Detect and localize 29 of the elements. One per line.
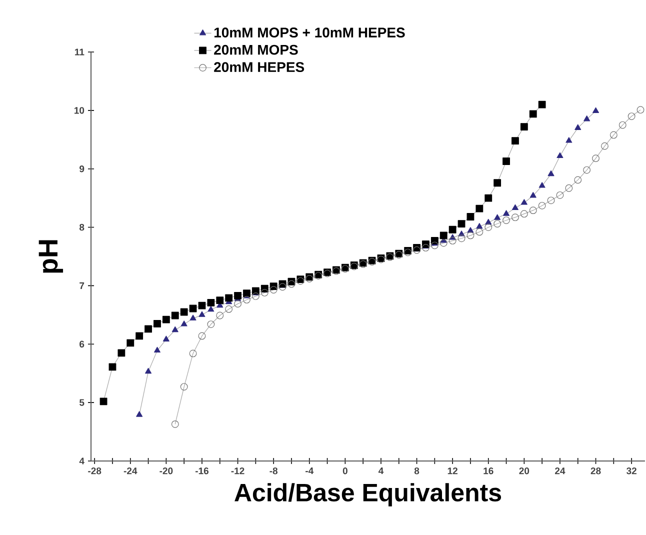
x-axis-title: Acid/Base Equivalents (234, 483, 502, 506)
x-tick-label: -4 (306, 468, 314, 474)
x-tick-label: 16 (484, 468, 494, 474)
x-tick-label: 12 (448, 468, 458, 474)
legend-label: 20mM HEPES (214, 62, 304, 72)
y-tick-label: 4 (79, 458, 84, 464)
x-tick-label: 20 (519, 468, 530, 474)
legend-label: 10mM MOPS + 10mM HEPES (214, 28, 405, 38)
y-tick-label: 7 (80, 282, 84, 289)
x-tick-label: -8 (270, 468, 278, 474)
y-tick-label: 5 (79, 399, 84, 406)
y-tick-label: 11 (75, 48, 84, 56)
x-tick-label: -24 (124, 468, 138, 474)
y-tick-label: 8 (79, 224, 84, 231)
y-tick-label: 10 (74, 107, 84, 114)
x-tick-label: 4 (378, 468, 384, 474)
x-tick-label: -16 (195, 468, 208, 474)
x-tick-label: 8 (414, 468, 420, 474)
legend-label: 20mM MOPS (214, 44, 298, 55)
x-tick-label: 0 (342, 468, 348, 474)
x-tick-label: 32 (626, 468, 636, 474)
x-tick-label: 28 (590, 468, 601, 474)
y-tick-label: 9 (80, 165, 84, 172)
y-tick-label: 6 (80, 340, 84, 348)
x-tick-label: -12 (231, 468, 244, 474)
x-tick-label: -28 (88, 468, 102, 474)
y-axis-title: pH (38, 240, 64, 273)
x-tick-label: -20 (160, 468, 173, 474)
x-tick-label: 24 (555, 468, 566, 474)
